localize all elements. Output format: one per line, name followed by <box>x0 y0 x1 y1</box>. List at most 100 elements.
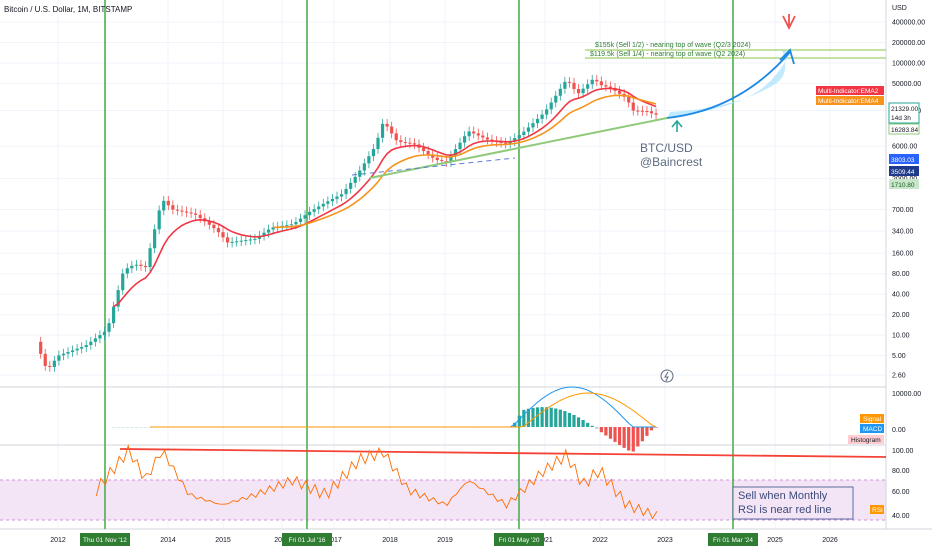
candle-body <box>590 79 594 85</box>
watermark-author: @Baincrest <box>640 155 703 169</box>
price-tick-label: 6000.00 <box>892 144 917 151</box>
candle-body <box>586 84 590 89</box>
price-tag-navy-value: 3509.44 <box>891 169 915 176</box>
candle-body <box>66 352 70 354</box>
price-tick-label: 340.00 <box>892 228 914 235</box>
price-tick-label: 20.00 <box>892 312 910 319</box>
candle-body <box>130 265 134 269</box>
candle-body <box>239 240 243 242</box>
macd-hist-bar <box>558 409 562 427</box>
macd-legend: MACD <box>863 426 882 433</box>
rsi-note-box <box>732 486 854 520</box>
candle-body <box>121 273 125 291</box>
macd-hist-bar <box>567 412 572 427</box>
cycle-date-bg <box>494 533 544 546</box>
macd-hist-bar <box>148 427 152 428</box>
macd-hist-bar <box>604 427 608 436</box>
candle-body <box>394 133 398 141</box>
candle-body <box>481 135 485 138</box>
candle-body <box>367 156 371 164</box>
candle-body <box>326 201 330 204</box>
price-tick-label: 200000.00 <box>892 40 925 47</box>
candle-body <box>134 264 139 266</box>
macd-hist-bar <box>645 427 649 436</box>
cycle-date-label: Thu 01 Nov '12 <box>83 537 127 544</box>
candle-body <box>444 161 448 163</box>
support-up-arrow-icon <box>671 119 683 132</box>
rsi-legend: RSI <box>872 507 883 514</box>
candle-body <box>344 188 348 195</box>
candle-body <box>139 264 143 266</box>
price-axis-unit: USD <box>892 5 907 12</box>
macd-hist-bar <box>112 427 116 428</box>
ema-slow-legend: Multi-Indicator:EMA4 <box>818 98 879 105</box>
candle-body <box>180 210 184 212</box>
macd-hist-bar <box>545 407 549 427</box>
time-tick-label: 2023 <box>657 537 673 544</box>
candle-body <box>312 209 316 212</box>
candle-body <box>116 290 120 307</box>
candle-body <box>390 126 394 134</box>
candle-body <box>522 131 526 136</box>
time-tick-label: 2025 <box>767 537 783 544</box>
candle-body <box>499 141 503 143</box>
candle-body <box>317 206 321 210</box>
candle-body <box>654 113 658 115</box>
candle-body <box>212 224 216 229</box>
macd-hist-bar <box>134 427 139 428</box>
macd-hist-bar <box>139 427 143 428</box>
histogram-legend: Histogram <box>851 437 881 444</box>
candle-body <box>545 109 549 115</box>
last-price-tag <box>888 102 920 124</box>
cycle-date-bg <box>80 533 130 546</box>
projection-area <box>667 50 790 118</box>
time-tick-label: 2018 <box>382 537 398 544</box>
candle-body <box>125 268 129 274</box>
macd-legend-bg <box>860 424 884 433</box>
candle-body <box>184 211 189 213</box>
candle-body <box>627 96 631 103</box>
candle-body <box>449 155 453 163</box>
candle-body <box>549 102 553 110</box>
candle-body <box>225 237 230 243</box>
trend-price-tag <box>888 123 920 135</box>
candle-body <box>349 182 353 189</box>
time-axis[interactable]: 2012201420152016201720182019202120222023… <box>50 533 838 546</box>
cycle-date-label: Fri 01 Mar '24 <box>713 537 753 544</box>
candle-body <box>198 214 202 219</box>
candle-body <box>80 347 84 349</box>
price-tick-label: 10.00 <box>892 333 910 340</box>
price-axis[interactable]: 400000.00200000.00100000.0050000.0020000… <box>892 20 925 380</box>
rsi-red-line <box>119 448 887 458</box>
signal-legend: Signal <box>863 416 882 423</box>
candle-body <box>385 123 389 127</box>
candle-body <box>631 102 635 111</box>
macd-hist-bar <box>590 425 594 427</box>
time-tick-label: 2019 <box>437 537 453 544</box>
candle-body <box>558 88 562 96</box>
candle-body <box>48 365 52 367</box>
candle-body <box>426 151 430 155</box>
macd-hist-bar <box>517 415 521 427</box>
flash-icon[interactable] <box>660 369 674 383</box>
candle-body <box>636 110 640 112</box>
candle-body <box>308 211 312 216</box>
candle-body <box>604 85 608 87</box>
bar-countdown: 14d 3h <box>891 115 911 122</box>
sell-down-arrow-icon <box>782 14 796 31</box>
candle-body <box>421 147 426 152</box>
rsi-tick-40: 40.00 <box>892 513 910 520</box>
price-tick-label: 50000.00 <box>892 81 921 88</box>
macd-hist-bar <box>531 407 535 427</box>
candle-body <box>640 110 644 112</box>
macd-hist-bar <box>613 427 617 442</box>
candle-body <box>166 200 170 206</box>
candle-body <box>235 241 239 243</box>
price-tick-label: 5.00 <box>892 353 906 360</box>
rsi-tick-80: 80.00 <box>892 468 910 475</box>
candle-body <box>371 148 376 157</box>
macd-hist-bar <box>121 427 125 428</box>
ema-fast-line <box>113 87 657 308</box>
candle-body <box>526 127 531 132</box>
